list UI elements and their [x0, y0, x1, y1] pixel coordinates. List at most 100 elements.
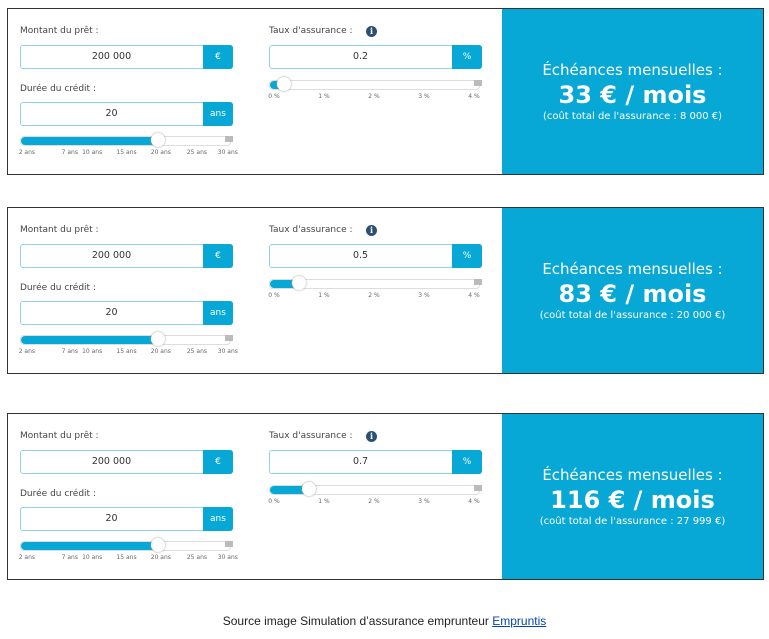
- info-icon[interactable]: i: [366, 225, 377, 236]
- amount-input[interactable]: 200 000 €: [20, 244, 233, 268]
- years-unit-button[interactable]: ans: [203, 507, 233, 531]
- empruntis-link[interactable]: Empruntis: [492, 614, 547, 628]
- amount-label: Montant du prêt :: [20, 225, 99, 235]
- duration-tick-label: 30 ans: [217, 149, 238, 156]
- duration-tick-label: 20 ans: [150, 348, 171, 355]
- duration-tick-label: 15 ans: [116, 149, 137, 156]
- duration-input[interactable]: 20 ans: [20, 102, 233, 126]
- duration-slider-thumb[interactable]: [150, 133, 165, 147]
- result-title: Echéances mensuelles :: [542, 260, 723, 278]
- duration-slider-fill: [21, 542, 158, 550]
- rate-tick-label: 0 %: [268, 498, 280, 505]
- duration-label: Durée du crédit :: [20, 283, 96, 293]
- duration-tick-label: 25 ans: [186, 554, 207, 561]
- duration-value: 20: [105, 307, 118, 318]
- duration-tick-label: 7 ans: [61, 348, 78, 355]
- rate-tick-label: 1 %: [318, 498, 330, 505]
- rate-slider[interactable]: [269, 482, 482, 496]
- result-title: Échéances mensuelles :: [542, 466, 723, 484]
- duration-tick-label: 2 ans: [18, 554, 36, 561]
- rate-slider-end: [474, 80, 482, 86]
- duration-tick-label: 30 ans: [217, 348, 238, 355]
- amount-input[interactable]: 200 000 €: [20, 450, 233, 474]
- duration-tick-label: 20 ans: [150, 149, 171, 156]
- duration-slider[interactable]: [20, 133, 233, 147]
- duration-slider-thumb[interactable]: [150, 332, 165, 346]
- rate-tick-label: 4 %: [468, 93, 480, 100]
- rate-value: 0.5: [352, 250, 369, 261]
- rate-tick-label: 1 %: [318, 93, 330, 100]
- rate-tick-label: 2 %: [368, 93, 380, 100]
- amount-label: Montant du prêt :: [20, 431, 99, 441]
- monthly-payment: 116 € / mois: [550, 486, 715, 514]
- amount-input[interactable]: 200 000 €: [20, 45, 233, 69]
- rate-slider-thumb[interactable]: [302, 482, 317, 496]
- caption-text: Source image Simulation d’assurance empr…: [222, 614, 493, 628]
- duration-tick-label: 25 ans: [186, 348, 207, 355]
- rate-tick-label: 3 %: [418, 93, 430, 100]
- duration-value: 20: [105, 513, 118, 524]
- duration-slider-fill: [21, 336, 158, 344]
- rate-slider-thumb[interactable]: [292, 276, 307, 290]
- rate-value: 0.2: [352, 51, 369, 62]
- rate-tick-label: 4 %: [468, 292, 480, 299]
- duration-label: Durée du crédit :: [20, 489, 96, 499]
- rate-slider-end: [474, 485, 482, 491]
- rate-tick-label: 4 %: [468, 498, 480, 505]
- duration-slider[interactable]: [20, 538, 233, 552]
- rate-slider-fill: [270, 486, 310, 494]
- percent-unit-button[interactable]: %: [452, 45, 482, 69]
- duration-value: 20: [105, 108, 118, 119]
- duration-input[interactable]: 20 ans: [20, 507, 233, 531]
- duration-tick-label: 20 ans: [150, 554, 171, 561]
- rate-input[interactable]: 0.7%: [269, 450, 482, 474]
- duration-slider-fill: [21, 137, 158, 145]
- info-icon[interactable]: i: [366, 431, 377, 442]
- duration-slider-thumb[interactable]: [150, 538, 165, 552]
- years-unit-button[interactable]: ans: [203, 301, 233, 325]
- duration-input[interactable]: 20 ans: [20, 301, 233, 325]
- rate-tick-label: 2 %: [368, 292, 380, 299]
- rate-slider-end: [474, 279, 482, 285]
- result-box: Echéances mensuelles : 83 € / mois (coût t…: [502, 208, 763, 373]
- simulator-panel: Montant du prêt : 200 000 € Durée du crédit…: [7, 413, 764, 580]
- monthly-payment: 33 € / mois: [558, 81, 707, 109]
- duration-slider-end: [225, 136, 233, 142]
- rate-tick-label: 0 %: [268, 93, 280, 100]
- percent-unit-button[interactable]: %: [452, 450, 482, 474]
- euro-unit-button[interactable]: €: [203, 450, 233, 474]
- result-box: Échéances mensuelles : 116 € / mois (coût …: [502, 414, 763, 579]
- simulator-panel: Montant du prêt : 200 000 € Durée du crédit…: [7, 8, 764, 175]
- rate-tick-label: 3 %: [418, 292, 430, 299]
- info-icon[interactable]: i: [366, 26, 377, 37]
- rate-slider[interactable]: [269, 276, 482, 290]
- euro-unit-button[interactable]: €: [203, 244, 233, 268]
- years-unit-button[interactable]: ans: [203, 102, 233, 126]
- total-insurance-cost: (coût total de l'assurance : 8 000 €): [542, 111, 723, 122]
- rate-input[interactable]: 0.2%: [269, 45, 482, 69]
- rate-slider-thumb[interactable]: [277, 77, 292, 91]
- rate-slider-fill: [270, 81, 285, 89]
- duration-slider-end: [225, 335, 233, 341]
- rate-slider[interactable]: [269, 77, 482, 91]
- result-title: Échéances mensuelles :: [542, 61, 723, 79]
- amount-value: 200 000: [91, 51, 132, 62]
- rate-label: Taux d'assurance :: [269, 431, 353, 441]
- duration-tick-label: 15 ans: [116, 554, 137, 561]
- amount-label: Montant du prêt :: [20, 26, 99, 36]
- rate-input[interactable]: 0.5%: [269, 244, 482, 268]
- amount-value: 200 000: [91, 250, 132, 261]
- monthly-payment: 83 € / mois: [558, 280, 707, 308]
- percent-unit-button[interactable]: %: [452, 244, 482, 268]
- duration-tick-label: 10 ans: [82, 348, 103, 355]
- simulator-panel: Montant du prêt : 200 000 € Durée du crédit…: [7, 207, 764, 374]
- rate-tick-label: 0 %: [268, 292, 280, 299]
- duration-slider[interactable]: [20, 332, 233, 346]
- rate-label: Taux d'assurance :: [269, 225, 353, 235]
- duration-tick-label: 2 ans: [18, 348, 36, 355]
- euro-unit-button[interactable]: €: [203, 45, 233, 69]
- duration-tick-label: 15 ans: [116, 348, 137, 355]
- rate-tick-label: 1 %: [318, 292, 330, 299]
- duration-tick-label: 7 ans: [61, 554, 78, 561]
- rate-tick-label: 3 %: [418, 498, 430, 505]
